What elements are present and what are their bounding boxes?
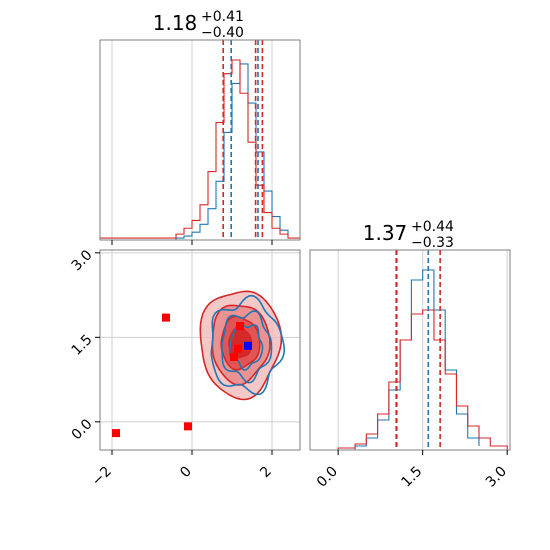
sample-dot bbox=[223, 394, 226, 396]
panel-title-minus: −0.40 bbox=[201, 25, 244, 41]
red-marker bbox=[236, 322, 244, 331]
red-marker bbox=[230, 353, 238, 362]
panel-title-plus: +0.44 bbox=[411, 219, 454, 235]
red-marker bbox=[184, 422, 192, 431]
blue-contour bbox=[210, 295, 286, 396]
y-tick-label: 3.0 bbox=[69, 247, 96, 274]
histogram-step-blue bbox=[168, 63, 289, 240]
axes-frame bbox=[99, 39, 301, 241]
y-tick-label: 0.0 bbox=[69, 416, 96, 443]
histogram-layer bbox=[337, 269, 508, 450]
top-left-histogram-panel: 1.18 +0.41−0.40 bbox=[99, 9, 301, 245]
x-tick-label: 0.0 bbox=[314, 464, 341, 491]
panel-title-plus: +0.41 bbox=[201, 9, 244, 25]
bottom-right-histogram-panel: 1.37 +0.44−0.33 0.0 1.5 3.0 bbox=[309, 219, 511, 491]
panel-title-minus: −0.33 bbox=[411, 235, 454, 251]
red-marker bbox=[162, 313, 170, 322]
red-marker bbox=[112, 429, 120, 438]
x-tick-label: 1.5 bbox=[398, 464, 425, 491]
x-tick-label: 2 bbox=[257, 464, 275, 482]
histogram-step-red bbox=[337, 309, 508, 450]
histogram-step-red bbox=[100, 59, 300, 240]
red-marker bbox=[234, 344, 242, 353]
x-tick-label: 0 bbox=[177, 464, 195, 482]
panel-title-value: 1.37 bbox=[363, 221, 408, 245]
axes-frame bbox=[309, 249, 511, 451]
panel-title-value: 1.18 bbox=[153, 11, 198, 35]
axes-frame bbox=[99, 249, 301, 451]
bottom-left-scatter-panel: −2 0 2 0.0 1.5 3.0 bbox=[69, 247, 301, 490]
histogram-step-blue bbox=[354, 269, 480, 450]
blue-marker bbox=[244, 341, 252, 350]
sample-dot bbox=[202, 370, 204, 373]
histogram-layer bbox=[100, 59, 300, 240]
x-tick-label: 3.0 bbox=[483, 464, 510, 491]
x-tick-label: −2 bbox=[89, 464, 115, 490]
y-tick-label: 1.5 bbox=[69, 332, 96, 359]
blue-contour bbox=[221, 310, 273, 384]
blue-contour bbox=[228, 323, 264, 371]
